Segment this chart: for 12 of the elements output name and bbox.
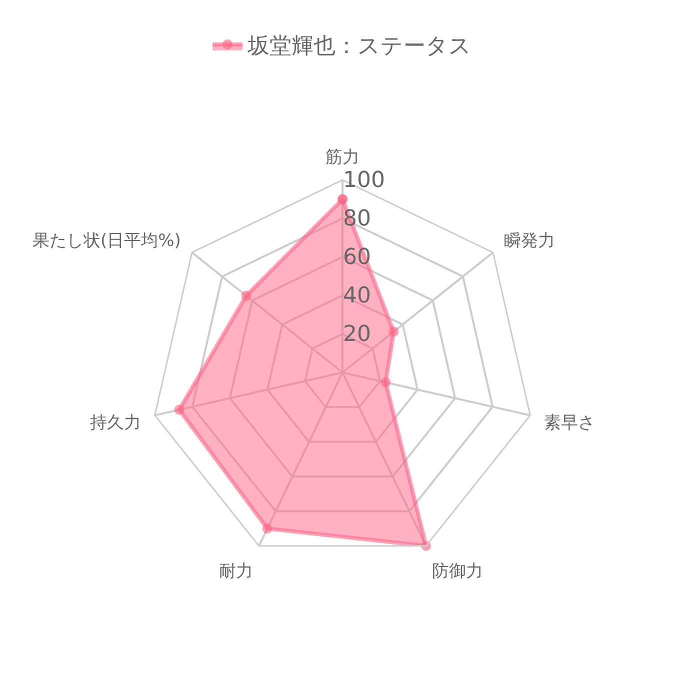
spoke-label: 持久力 [90,413,142,434]
spoke-label: 防御力 [432,562,484,582]
spoke-label: 果たし状(日平均%) [32,231,181,252]
spoke-label: 耐力 [218,562,253,582]
y-tick-label: 60 [343,245,371,270]
y-tick-label: 20 [343,322,371,348]
spoke-label: 素早さ [544,413,595,434]
spoke-label: 瞬発力 [504,231,556,252]
y-tick-label: 40 [343,284,371,309]
legend-label: 坂堂輝也：ステータス [246,34,472,59]
spoke-label: 筋力 [326,147,360,168]
y-tick-label: 100 [343,168,385,194]
